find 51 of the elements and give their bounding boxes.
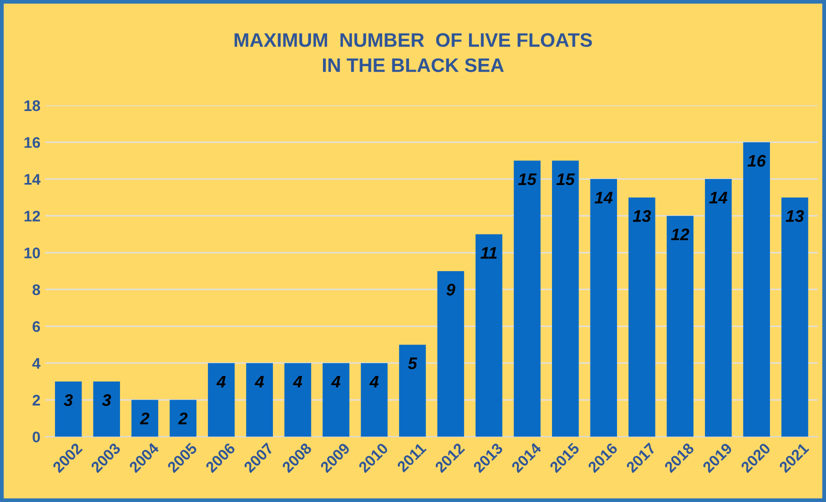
bar [246,363,273,437]
data-label: 4 [216,376,226,388]
data-label: 15 [518,173,537,186]
bar [131,400,158,437]
bar [743,142,770,437]
data-label: 14 [594,192,613,204]
data-label: 14 [709,192,728,204]
y-tick-label: 4 [32,358,40,369]
bar [93,382,120,437]
data-label: 13 [632,210,651,222]
bar [781,197,808,437]
bar [628,197,656,437]
bar [552,160,579,437]
y-tick-label: 18 [24,100,40,112]
y-tick-label: 16 [24,137,40,148]
data-label: 3 [64,394,73,406]
data-label: 4 [254,376,264,388]
bar [666,216,694,437]
bar [284,363,312,437]
y-tick-label: 2 [32,394,40,406]
y-tick-label: 8 [32,284,40,296]
bar [514,160,541,437]
data-label: 2 [140,412,150,424]
chart-title: MAXIMUM NUMBER OF LIVE FLOATS IN THE BLACK SEA [234,33,592,72]
bar [54,382,82,437]
data-label: 5 [408,358,418,370]
data-label: 16 [748,154,766,167]
bar [476,234,502,437]
bar [590,179,618,437]
bar [322,363,350,437]
data-label: 4 [369,376,379,388]
y-tick-label: 0 [32,432,40,442]
data-label: 2 [178,412,188,424]
data-label: 13 [786,210,804,222]
bar [360,363,388,437]
bar [170,400,196,437]
y-tick-label: 10 [24,248,40,258]
bar [208,363,235,437]
data-label: 15 [556,173,575,186]
y-tick-label: 6 [32,321,40,332]
data-label: 4 [331,376,340,388]
data-label: 12 [671,228,690,240]
y-tick-label: 14 [24,174,40,185]
bar [704,179,732,437]
data-label: 3 [102,394,112,406]
data-label: 11 [480,247,497,259]
data-label: 9 [446,284,456,296]
bar [399,344,426,437]
data-label: 4 [292,376,302,388]
y-tick-label: 12 [24,210,40,222]
bar [437,271,464,437]
